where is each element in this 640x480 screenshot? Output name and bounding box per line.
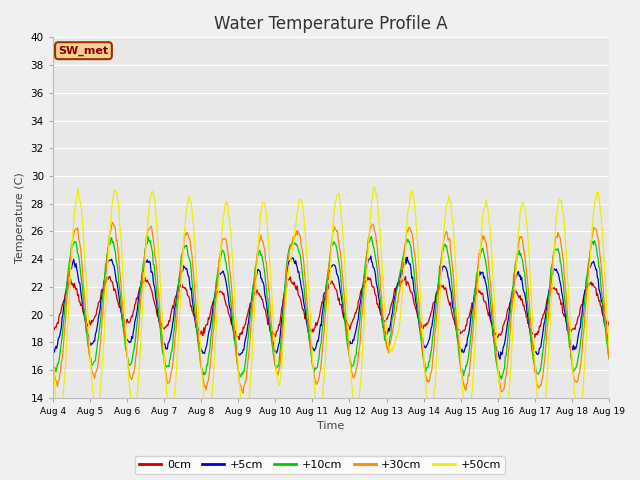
- 0cm: [236, 336, 243, 342]
- 0cm: [117, 307, 125, 312]
- +5cm: [49, 348, 57, 353]
- +50cm: [116, 227, 124, 232]
- +5cm: [116, 303, 124, 309]
- Title: Water Temperature Profile A: Water Temperature Profile A: [214, 15, 448, 33]
- +30cm: [605, 356, 613, 361]
- Legend: 0cm, +5cm, +10cm, +30cm, +50cm: 0cm, +5cm, +10cm, +30cm, +50cm: [134, 456, 506, 474]
- +5cm: [605, 340, 613, 346]
- Line: +30cm: +30cm: [53, 223, 609, 393]
- +5cm: [399, 264, 407, 270]
- +30cm: [117, 281, 125, 287]
- 0cm: [106, 274, 113, 279]
- +10cm: [498, 376, 506, 382]
- 0cm: [49, 324, 57, 330]
- 0cm: [605, 319, 613, 325]
- +10cm: [59, 326, 67, 332]
- +10cm: [368, 234, 376, 240]
- +30cm: [239, 390, 247, 396]
- 0cm: [417, 319, 424, 324]
- Line: +50cm: +50cm: [53, 187, 609, 427]
- +5cm: [59, 312, 67, 318]
- 0cm: [59, 300, 67, 306]
- +10cm: [399, 252, 407, 258]
- +10cm: [202, 368, 210, 373]
- +5cm: [415, 325, 423, 331]
- Line: +10cm: +10cm: [53, 237, 609, 379]
- +50cm: [49, 348, 57, 354]
- 0cm: [203, 321, 211, 327]
- +30cm: [49, 359, 57, 364]
- +30cm: [417, 319, 424, 325]
- +5cm: [496, 356, 504, 362]
- +10cm: [605, 356, 613, 362]
- Y-axis label: Temperature (C): Temperature (C): [15, 172, 25, 263]
- Text: SW_met: SW_met: [58, 46, 109, 56]
- +10cm: [415, 320, 423, 325]
- +5cm: [173, 295, 180, 300]
- +50cm: [415, 275, 423, 281]
- +30cm: [400, 252, 408, 257]
- +50cm: [202, 414, 210, 420]
- +30cm: [59, 351, 67, 357]
- Line: 0cm: 0cm: [53, 276, 609, 339]
- Line: +5cm: +5cm: [53, 256, 609, 359]
- +30cm: [109, 220, 116, 226]
- +50cm: [605, 345, 613, 351]
- +50cm: [537, 424, 545, 430]
- +30cm: [173, 306, 181, 312]
- +5cm: [367, 253, 374, 259]
- 0cm: [173, 289, 181, 295]
- +50cm: [59, 395, 67, 401]
- X-axis label: Time: Time: [317, 421, 344, 432]
- +10cm: [173, 300, 180, 306]
- +10cm: [49, 364, 57, 370]
- +50cm: [173, 363, 180, 369]
- +50cm: [371, 184, 378, 190]
- +50cm: [399, 278, 407, 284]
- +10cm: [116, 289, 124, 295]
- +30cm: [203, 383, 211, 389]
- +5cm: [202, 345, 210, 350]
- 0cm: [400, 277, 408, 283]
